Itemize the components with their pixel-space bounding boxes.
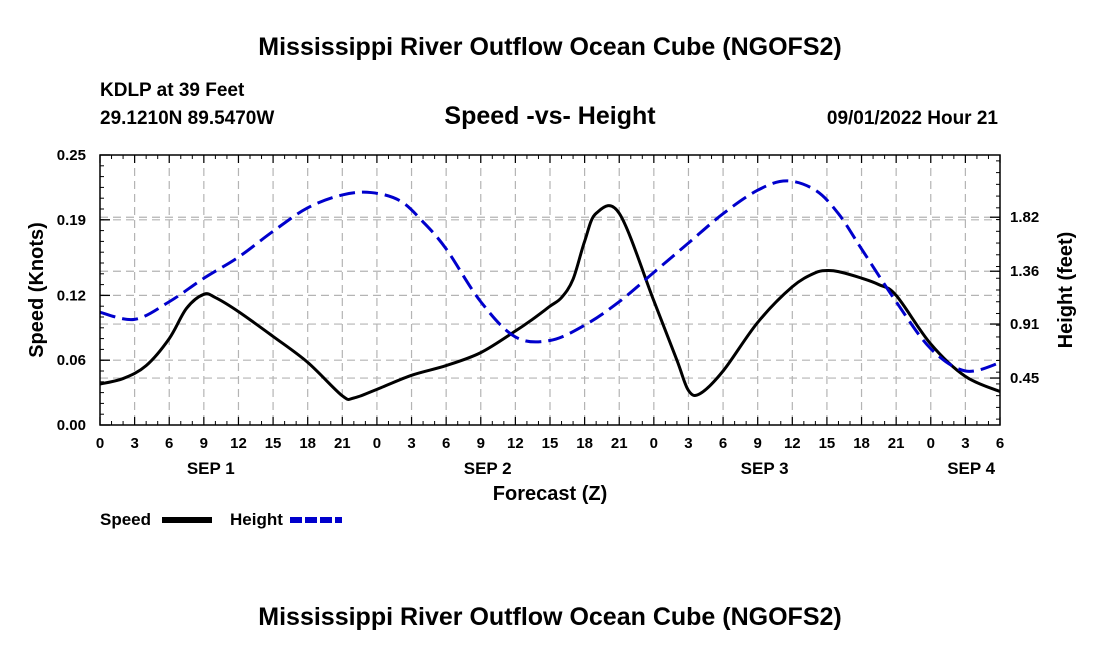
series-line-speed <box>99 204 1001 402</box>
x-tick-label: 15 <box>542 435 559 452</box>
station-label: KDLP at 39 Feet <box>100 80 245 101</box>
footer-title: Mississippi River Outflow Ocean Cube (NG… <box>258 603 841 631</box>
x-tick-label: 15 <box>265 435 282 452</box>
x-tick-label: 6 <box>442 435 450 452</box>
x-tick-label: 21 <box>888 435 905 452</box>
date-label: SEP 1 <box>187 459 235 478</box>
x-tick-label: 21 <box>334 435 351 452</box>
x-tick-label: 18 <box>853 435 870 452</box>
x-tick-label: 0 <box>373 435 381 452</box>
series-line-height <box>99 179 1001 373</box>
x-tick-label: 0 <box>927 435 935 452</box>
y-left-tick-label: 0.12 <box>57 287 86 304</box>
timestamp-label: 09/01/2022 Hour 21 <box>827 108 999 129</box>
x-tick-label: 6 <box>165 435 173 452</box>
x-tick-label: 18 <box>576 435 593 452</box>
x-tick-label: 3 <box>130 435 138 452</box>
y-left-tick-label: 0.00 <box>57 417 86 434</box>
x-tick-label: 12 <box>230 435 247 452</box>
x-tick-label: 12 <box>507 435 524 452</box>
x-tick-label: 21 <box>611 435 628 452</box>
location-label: 29.1210N 89.5470W <box>100 108 274 129</box>
y-left-tick-label: 0.06 <box>57 352 86 369</box>
tick-labels: 0 3 6 9 12 15 18 21 0 3 6 9 12 15 18 21 0 3 6 9 12 15 18 21 0 3 6S… <box>57 147 1039 478</box>
date-label: SEP 3 <box>741 459 789 478</box>
legend-label-speed: Speed <box>100 510 151 529</box>
y-right-tick-label: 0.45 <box>1010 370 1039 387</box>
y-right-tick-label: 1.82 <box>1010 209 1039 226</box>
grid-lines <box>100 155 1000 425</box>
x-axis-label: Forecast (Z) <box>493 483 607 505</box>
y-axis-label-right: Height (feet) <box>1055 232 1077 349</box>
x-tick-label: 12 <box>784 435 801 452</box>
x-tick-label: 3 <box>407 435 415 452</box>
date-label: SEP 4 <box>947 459 995 478</box>
x-tick-label: 3 <box>684 435 692 452</box>
chart-subtitle: Speed -vs- Height <box>444 102 656 130</box>
y-right-tick-label: 1.36 <box>1010 263 1039 280</box>
x-tick-label: 0 <box>650 435 658 452</box>
y-left-tick-label: 0.25 <box>57 147 86 164</box>
date-label: SEP 2 <box>464 459 512 478</box>
x-tick-label: 6 <box>719 435 727 452</box>
tick-layer <box>99 154 1001 426</box>
x-tick-label: 0 <box>96 435 104 452</box>
x-tick-label: 9 <box>200 435 208 452</box>
x-tick-label: 6 <box>996 435 1004 452</box>
series-layer <box>99 179 1001 402</box>
x-tick-label: 3 <box>961 435 969 452</box>
y-axis-label-left: Speed (Knots) <box>26 222 48 358</box>
x-tick-label: 9 <box>477 435 485 452</box>
legend: Speed Height <box>100 510 342 529</box>
chart-title: Mississippi River Outflow Ocean Cube (NG… <box>258 33 841 61</box>
x-tick-label: 9 <box>754 435 762 452</box>
x-tick-label: 18 <box>299 435 316 452</box>
y-left-tick-label: 0.19 <box>57 212 86 229</box>
y-right-tick-label: 0.91 <box>1010 316 1039 333</box>
legend-label-height: Height <box>230 510 283 529</box>
x-tick-label: 15 <box>819 435 836 452</box>
